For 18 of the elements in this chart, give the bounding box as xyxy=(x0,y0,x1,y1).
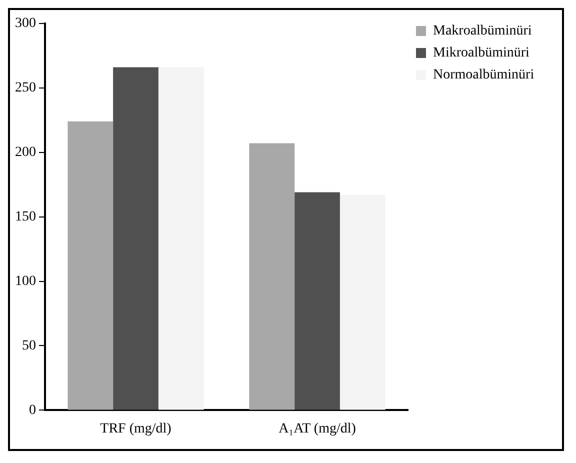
legend-label: Normoalbüminüri xyxy=(433,68,534,83)
x-tick-label: TRF (mg/dl) xyxy=(100,421,172,436)
y-tick-label: 250 xyxy=(15,80,36,96)
bar xyxy=(294,192,340,410)
legend-label: Makroalbüminüri xyxy=(433,24,532,39)
legend-label: Mikroalbüminüri xyxy=(433,46,530,61)
bar xyxy=(158,67,204,410)
bar xyxy=(340,194,386,410)
y-tick-label: 300 xyxy=(15,16,36,32)
x-tick-label: A₁AT (mg/dl) xyxy=(278,421,356,436)
y-tick-label: 150 xyxy=(15,209,36,224)
bar xyxy=(113,67,158,410)
y-tick-label: 50 xyxy=(22,338,36,354)
y-tick-label: 100 xyxy=(15,274,36,289)
y-tick-label: 200 xyxy=(15,145,36,160)
bar xyxy=(68,121,114,410)
y-tick-label: 0 xyxy=(29,402,36,418)
bar xyxy=(249,143,295,410)
